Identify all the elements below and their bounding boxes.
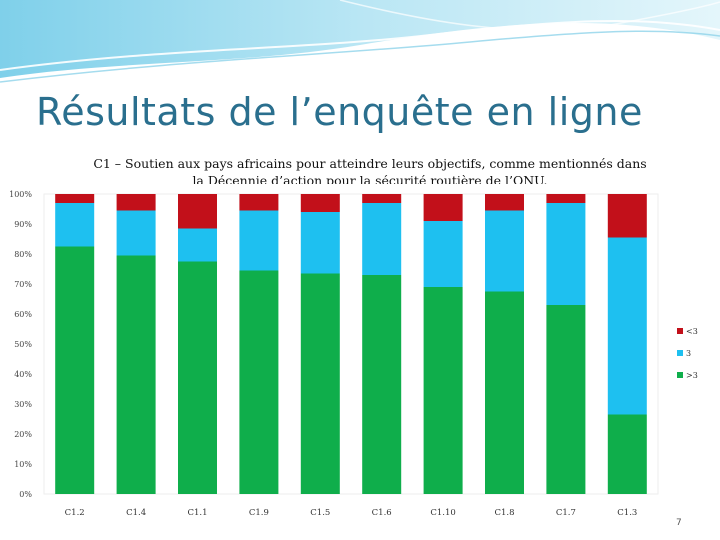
- x-tick-label: C1.9: [249, 508, 269, 518]
- bar-segment-C1-5-eq3: [300, 212, 340, 274]
- legend-swatch: [677, 328, 683, 334]
- bar-segment-C1-8-lt3: [485, 194, 524, 211]
- bar-segment-C1-9-lt3: [239, 194, 279, 211]
- decorative-banner: [0, 0, 720, 83]
- y-tick-label: 40%: [14, 370, 32, 379]
- bar-segment-C1-7-eq3: [546, 203, 586, 305]
- y-tick-label: 70%: [14, 280, 32, 289]
- x-tick-label: C1.6: [372, 508, 392, 518]
- y-tick-label: 30%: [14, 400, 32, 409]
- bar-segment-C1-4-gt3: [116, 255, 156, 494]
- legend-swatch: [677, 350, 683, 356]
- page-number: 7: [676, 518, 682, 528]
- bar-segment-C1-10-lt3: [423, 194, 463, 221]
- x-tick-label: C1.4: [126, 508, 146, 518]
- x-tick-label: C1.3: [617, 508, 637, 518]
- y-tick-label: 60%: [14, 310, 32, 319]
- y-tick-label: 20%: [14, 430, 32, 439]
- bar-segment-C1-1-eq3: [178, 228, 217, 262]
- bar-segment-C1-6-eq3: [362, 203, 402, 275]
- x-tick-label: C1.8: [494, 508, 514, 518]
- chart-title-line-1: C1 – Soutien aux pays africains pour att…: [93, 156, 647, 171]
- bar-segment-C1-2-eq3: [55, 203, 95, 247]
- y-tick-label: 0%: [19, 490, 32, 499]
- bar-segment-C1-2-lt3: [55, 194, 95, 203]
- bar-segment-C1-1-gt3: [178, 261, 217, 494]
- plot-frame: [43, 193, 659, 495]
- bar-segment-C1-7-lt3: [546, 194, 586, 203]
- bar-segment-C1-6-gt3: [362, 275, 402, 494]
- bar-segment-C1-6-lt3: [362, 194, 402, 203]
- bar-segment-C1-8-gt3: [485, 291, 524, 494]
- bar-segment-C1-1-lt3: [178, 194, 217, 229]
- bar-segment-C1-9-eq3: [239, 210, 279, 271]
- legend-swatch: [677, 372, 683, 378]
- x-tick-label: C1.10: [430, 508, 455, 518]
- bar-segment-C1-9-gt3: [239, 270, 279, 494]
- y-tick-label: 80%: [14, 250, 32, 259]
- legend-label: >3: [686, 371, 698, 380]
- bar-segment-C1-5-gt3: [300, 273, 340, 494]
- bar-segment-C1-8-eq3: [485, 210, 524, 292]
- x-tick-label: C1.7: [556, 508, 576, 518]
- bar-segment-C1-5-lt3: [300, 194, 340, 212]
- slide-title: Résultats de l’enquête en ligne: [36, 90, 643, 134]
- y-tick-label: 10%: [14, 460, 32, 469]
- bar-segment-C1-3-gt3: [607, 414, 647, 494]
- x-tick-label: C1.5: [310, 508, 330, 518]
- bar-segment-C1-4-lt3: [116, 194, 156, 211]
- legend-label: <3: [686, 327, 698, 336]
- y-tick-label: 50%: [14, 340, 32, 349]
- y-tick-label: 100%: [9, 190, 32, 199]
- bar-segment-C1-10-eq3: [423, 221, 463, 287]
- bar-segment-C1-4-eq3: [116, 210, 156, 256]
- bar-segment-C1-10-gt3: [423, 287, 463, 494]
- legend-label: 3: [686, 349, 691, 358]
- y-tick-label: 90%: [14, 220, 32, 229]
- x-tick-label: C1.2: [65, 508, 85, 518]
- bar-segment-C1-3-eq3: [607, 237, 647, 415]
- bar-segment-C1-2-gt3: [55, 246, 95, 494]
- bar-segment-C1-3-lt3: [607, 194, 647, 238]
- bar-segment-C1-7-gt3: [546, 305, 586, 494]
- x-tick-label: C1.1: [187, 508, 207, 518]
